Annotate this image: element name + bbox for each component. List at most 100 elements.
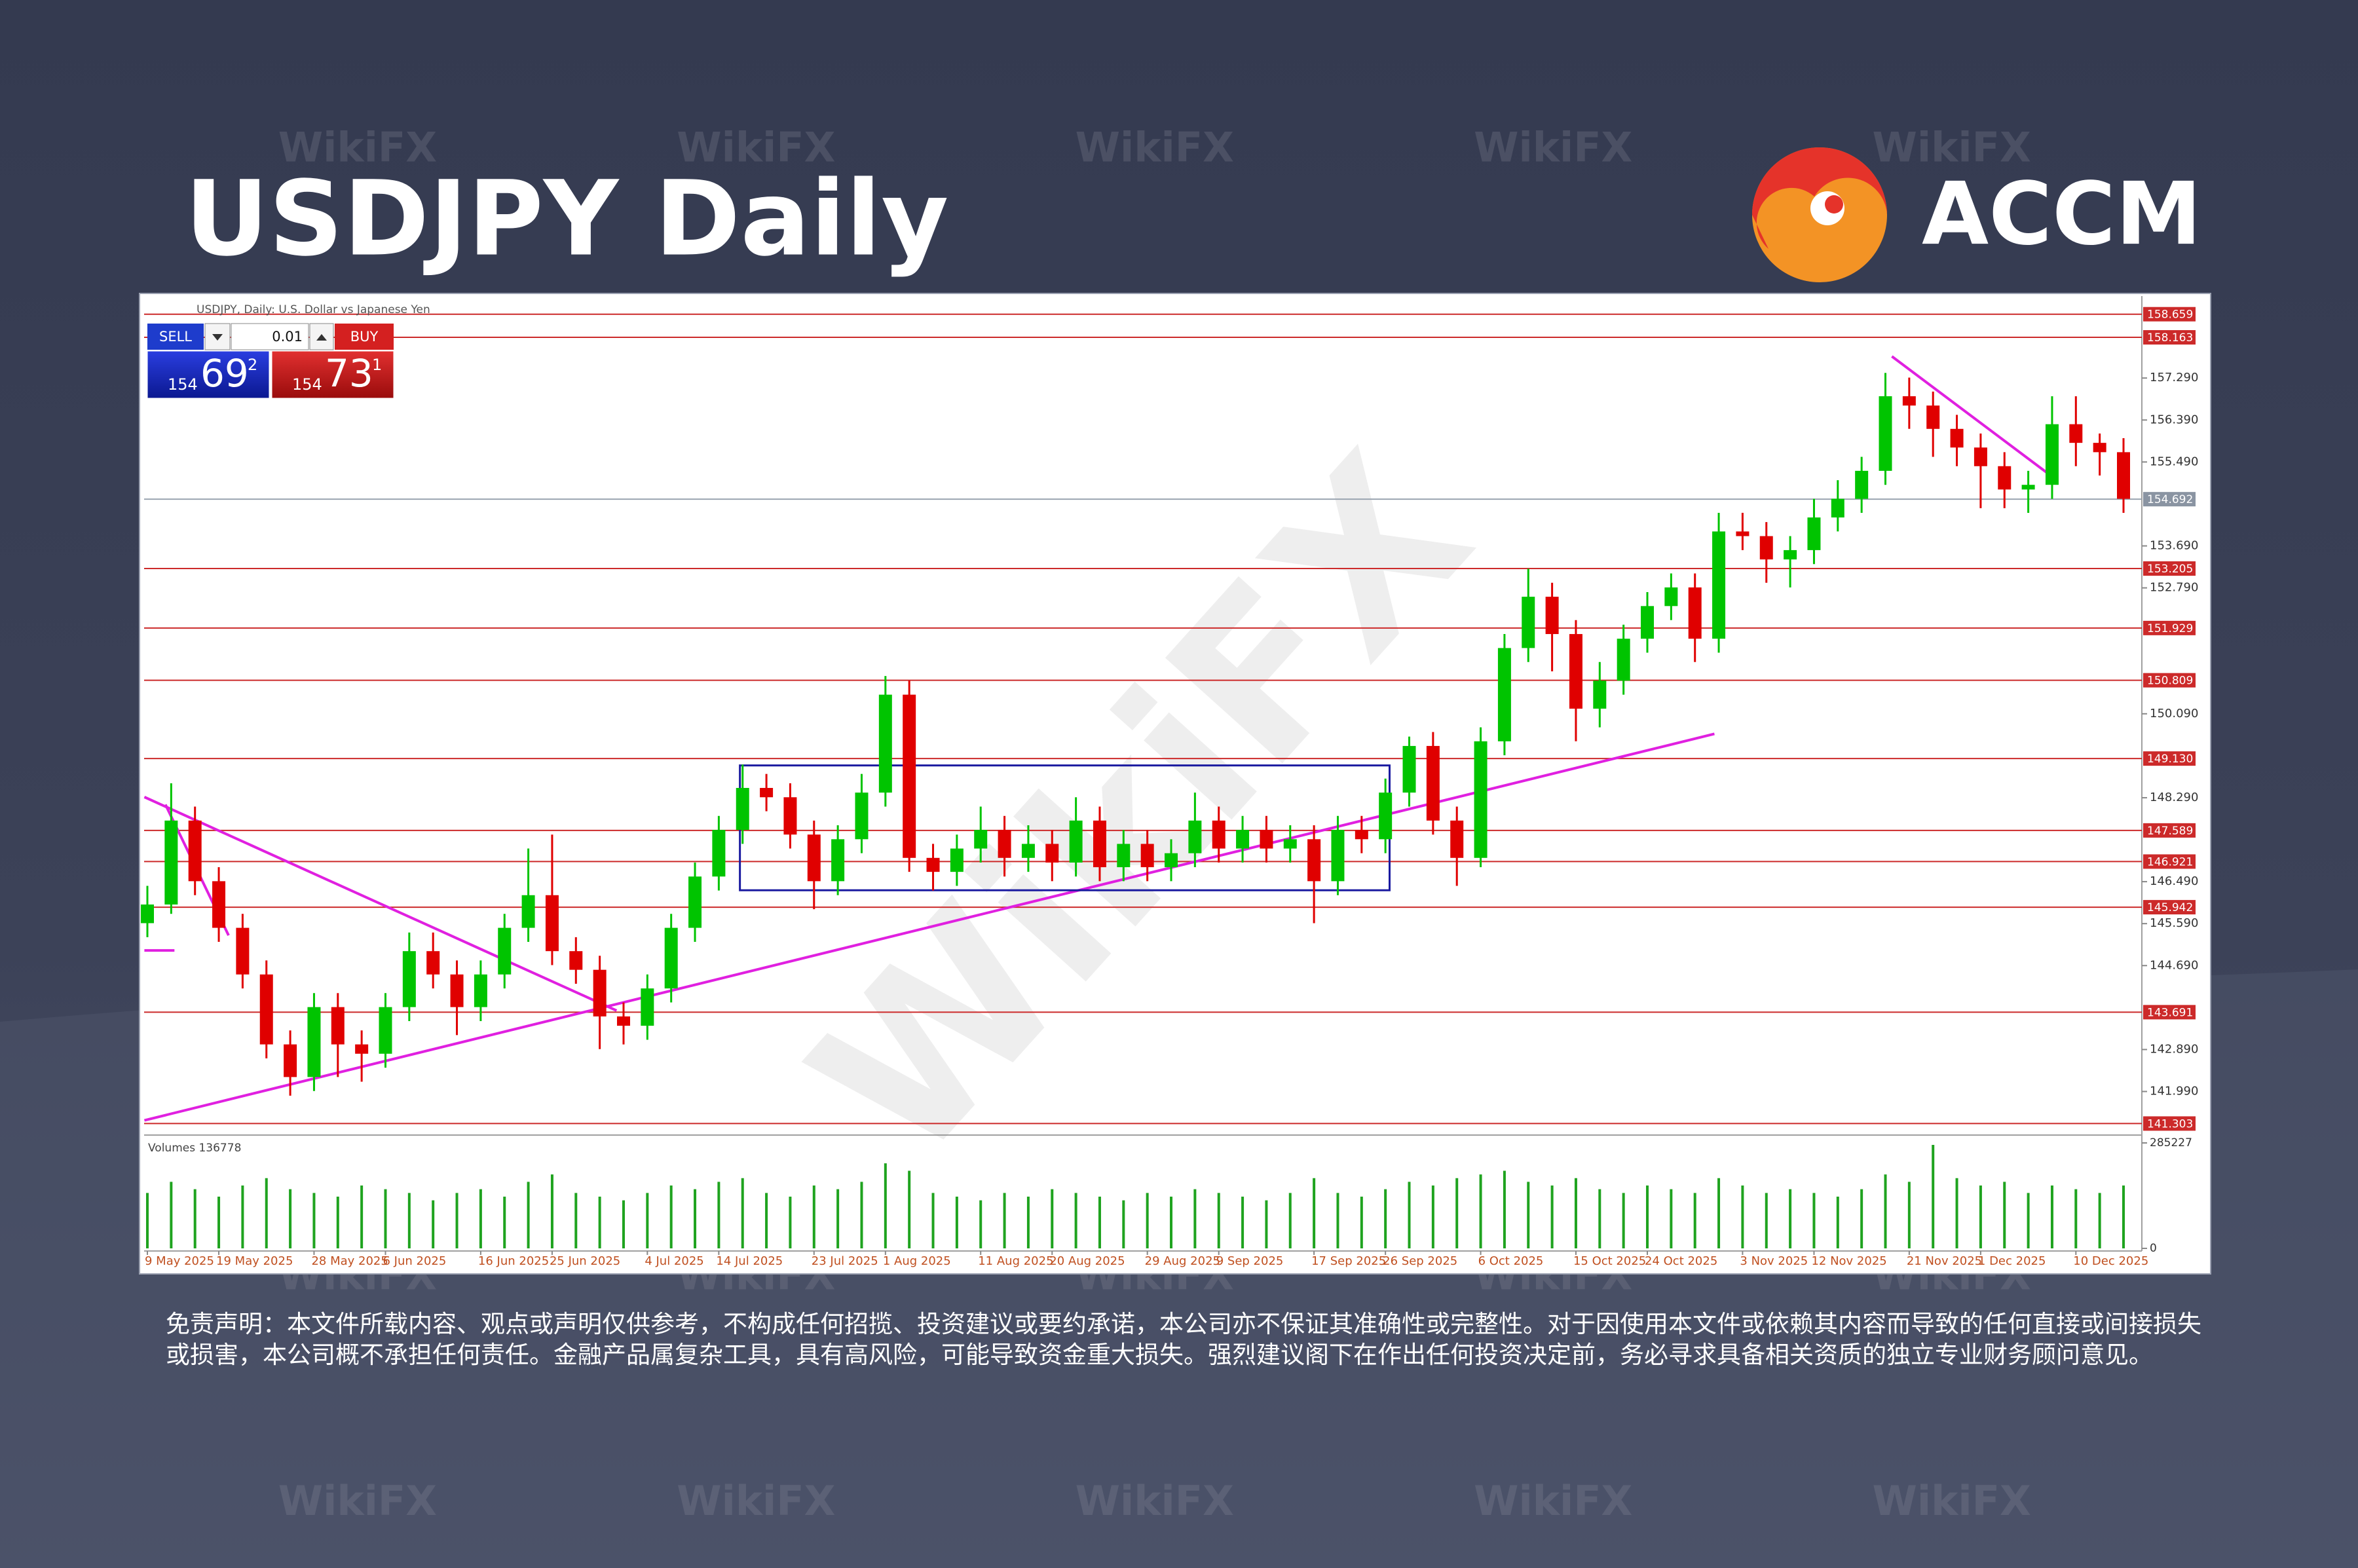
candle-body xyxy=(1926,405,1940,429)
candle-body xyxy=(379,1007,392,1054)
candle-body xyxy=(1569,634,1582,709)
logo-dot-inner xyxy=(1825,195,1843,214)
x-tick-label: 14 Jul 2025 xyxy=(716,1254,783,1268)
sell-price-box[interactable] xyxy=(147,350,270,399)
level-label: 149.130 xyxy=(2147,753,2193,766)
candle-body xyxy=(164,820,178,905)
x-tick-label: 10 Dec 2025 xyxy=(2073,1254,2148,1268)
brand-logo: ACCM xyxy=(1752,147,2201,282)
candle-body xyxy=(1093,820,1106,868)
candle-body xyxy=(1188,820,1202,853)
x-tick-label: 3 Nov 2025 xyxy=(1740,1254,1808,1268)
x-tick-label: 21 Nov 2025 xyxy=(1907,1254,1982,1268)
level-label: 153.205 xyxy=(2147,563,2193,576)
candle-body xyxy=(664,927,678,989)
buy-pips: 73 xyxy=(325,351,373,396)
candle-body xyxy=(974,830,988,849)
y-tick-label: 157.290 xyxy=(2150,371,2198,384)
level-label: 150.809 xyxy=(2147,675,2193,688)
candle-body xyxy=(1831,498,1844,518)
watermark: WikiFX xyxy=(1076,124,1234,172)
candle-body xyxy=(1688,587,1702,639)
candle-body xyxy=(1140,844,1154,868)
candle-body xyxy=(1807,517,1821,550)
candle-body xyxy=(2093,443,2106,453)
candle-body xyxy=(474,974,487,1007)
chart-panel xyxy=(139,293,2211,1275)
candle-body xyxy=(1593,681,1607,709)
candle-body xyxy=(1736,531,1750,536)
x-tick-label: 15 Oct 2025 xyxy=(1573,1254,1646,1268)
y-tick-label: 156.390 xyxy=(2150,413,2198,426)
volume-tick-label: 285227 xyxy=(2150,1136,2192,1149)
level-box xyxy=(2143,823,2196,838)
level-box xyxy=(2143,751,2196,766)
candle-body xyxy=(1617,639,1630,681)
y-tick-label: 141.990 xyxy=(2150,1084,2198,1098)
candle-body xyxy=(1664,587,1678,607)
level-label: 151.929 xyxy=(2147,622,2193,635)
level-label: 141.303 xyxy=(2147,1117,2193,1130)
candle-body xyxy=(1045,844,1059,863)
watermark: WikiFX xyxy=(278,1477,437,1525)
level-box xyxy=(2143,307,2196,322)
level-box xyxy=(2143,620,2196,635)
candle-body xyxy=(2045,424,2059,485)
candle-body xyxy=(498,927,512,975)
watermark: WikiFX xyxy=(1474,124,1632,172)
y-tick-label: 142.890 xyxy=(2150,1042,2198,1056)
candle-body xyxy=(259,974,273,1045)
lot-value[interactable]: 0.01 xyxy=(272,329,303,345)
level-box xyxy=(2143,330,2196,345)
y-tick-label: 144.690 xyxy=(2150,958,2198,972)
arrow-up xyxy=(316,334,327,341)
trade-panel: SELL 0.01 BUY 154 69 2 154 73 1 xyxy=(147,323,394,399)
candle-body xyxy=(593,969,607,1017)
level-label: 143.691 xyxy=(2147,1006,2193,1019)
volume-label: Volumes 136778 xyxy=(148,1142,241,1155)
trendline xyxy=(1891,355,2049,475)
level-box xyxy=(2143,854,2196,869)
x-tick-label: 11 Aug 2025 xyxy=(978,1254,1053,1268)
candle-body xyxy=(1426,745,1440,821)
candle-body xyxy=(1283,839,1297,849)
candle-body xyxy=(1331,830,1345,882)
sell-fraction: 2 xyxy=(248,356,257,374)
logo-swirl xyxy=(1752,147,1887,249)
watermark: WikiFX xyxy=(1873,1477,2031,1525)
candle-body xyxy=(878,694,892,793)
candle-body xyxy=(831,839,845,882)
candle-body xyxy=(1712,531,1726,639)
candle-body xyxy=(736,787,749,831)
candle-body xyxy=(807,834,821,882)
sell-label[interactable]: SELL xyxy=(159,329,192,345)
level-box xyxy=(2143,1116,2196,1131)
candle-body xyxy=(641,988,654,1026)
volume-tick-label: 0 xyxy=(2150,1242,2157,1255)
current-price-label: 154.692 xyxy=(2147,493,2193,506)
current-price-box xyxy=(2143,492,2196,507)
buy-button[interactable] xyxy=(335,324,394,350)
watermark: WikiFX xyxy=(1076,1477,1234,1525)
candle-body xyxy=(355,1044,369,1054)
y-tick-label: 155.490 xyxy=(2150,455,2198,468)
level-label: 158.659 xyxy=(2147,308,2193,322)
x-tick-label: 6 Jun 2025 xyxy=(383,1254,446,1268)
candle-body xyxy=(1379,793,1393,840)
candle-body xyxy=(188,820,202,882)
buy-label[interactable]: BUY xyxy=(350,329,379,345)
arrow-down xyxy=(212,334,223,341)
candle-body xyxy=(1784,550,1797,560)
watermark: WikiFX xyxy=(278,124,437,172)
lot-input[interactable] xyxy=(231,323,309,350)
sell-button[interactable] xyxy=(147,324,204,350)
candle-body xyxy=(1641,606,1655,639)
level-label: 146.921 xyxy=(2147,855,2193,868)
x-tick-label: 6 Oct 2025 xyxy=(1478,1254,1544,1268)
level-label: 158.163 xyxy=(2147,331,2193,345)
candle-body xyxy=(1355,830,1368,840)
buy-price-box[interactable] xyxy=(271,350,394,399)
level-box xyxy=(2143,1005,2196,1020)
candle-body xyxy=(1069,820,1083,863)
buy-big-figure: 154 xyxy=(292,375,322,394)
